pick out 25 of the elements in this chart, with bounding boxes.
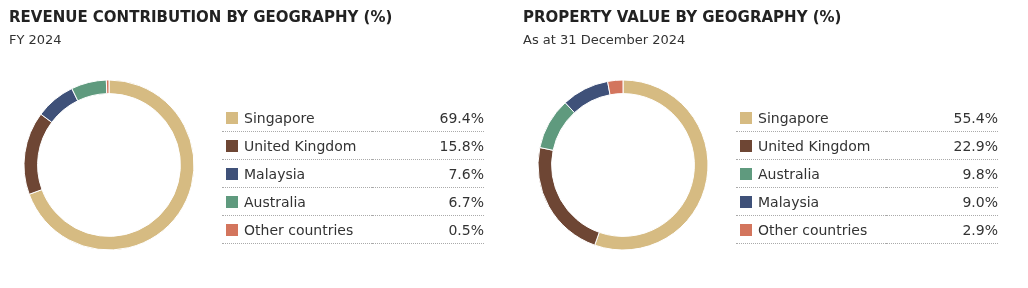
data-label: 0.5% <box>372 215 484 244</box>
legend-label: United Kingdom <box>758 137 871 154</box>
legend-label: Singapore <box>244 109 315 126</box>
data-label: 7.6% <box>372 159 484 188</box>
legend-label: United Kingdom <box>244 137 357 154</box>
legend-label: Malaysia <box>758 193 820 210</box>
data-label: 9.0% <box>886 187 998 216</box>
data-label: 6.7% <box>372 187 484 216</box>
legend-label: Australia <box>758 165 820 182</box>
data-label: 22.9% <box>886 131 998 160</box>
chart-title: PROPERTY VALUE BY GEOGRAPHY (%) <box>523 8 842 26</box>
data-label: 69.4% <box>372 104 484 132</box>
chart-title: REVENUE CONTRIBUTION BY GEOGRAPHY (%) <box>9 8 393 26</box>
data-label: 15.8% <box>372 131 484 160</box>
chart-subtitle: FY 2024 <box>9 32 62 47</box>
legend-label: Australia <box>244 193 306 210</box>
data-label: 55.4% <box>886 104 998 132</box>
legend-label: Singapore <box>758 109 829 126</box>
chart-subtitle: As at 31 December 2024 <box>523 32 686 47</box>
legend-label: Other countries <box>758 221 868 238</box>
data-label: 2.9% <box>886 215 998 244</box>
legend-label: Other countries <box>244 221 354 238</box>
legend-label: Malaysia <box>244 165 306 182</box>
donut-slice <box>28 80 194 250</box>
data-label: 9.8% <box>886 159 998 188</box>
